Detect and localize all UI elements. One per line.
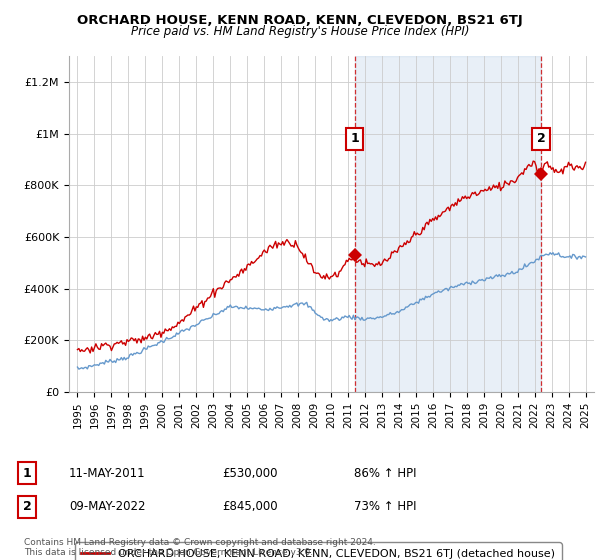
Text: £845,000: £845,000 <box>222 500 278 514</box>
Text: 09-MAY-2022: 09-MAY-2022 <box>69 500 146 514</box>
Text: Contains HM Land Registry data © Crown copyright and database right 2024.
This d: Contains HM Land Registry data © Crown c… <box>24 538 376 557</box>
Text: 1: 1 <box>23 466 31 480</box>
Text: 2: 2 <box>23 500 31 514</box>
Text: 11-MAY-2011: 11-MAY-2011 <box>69 466 146 480</box>
Legend: ORCHARD HOUSE, KENN ROAD, KENN, CLEVEDON, BS21 6TJ (detached house), HPI: Averag: ORCHARD HOUSE, KENN ROAD, KENN, CLEVEDON… <box>74 543 562 560</box>
Text: ORCHARD HOUSE, KENN ROAD, KENN, CLEVEDON, BS21 6TJ: ORCHARD HOUSE, KENN ROAD, KENN, CLEVEDON… <box>77 14 523 27</box>
Text: 86% ↑ HPI: 86% ↑ HPI <box>354 466 416 480</box>
Text: 73% ↑ HPI: 73% ↑ HPI <box>354 500 416 514</box>
Text: £530,000: £530,000 <box>222 466 277 480</box>
Text: 2: 2 <box>536 132 545 145</box>
Text: Price paid vs. HM Land Registry's House Price Index (HPI): Price paid vs. HM Land Registry's House … <box>131 25 469 38</box>
Text: 1: 1 <box>350 132 359 145</box>
Bar <box>355 56 541 392</box>
